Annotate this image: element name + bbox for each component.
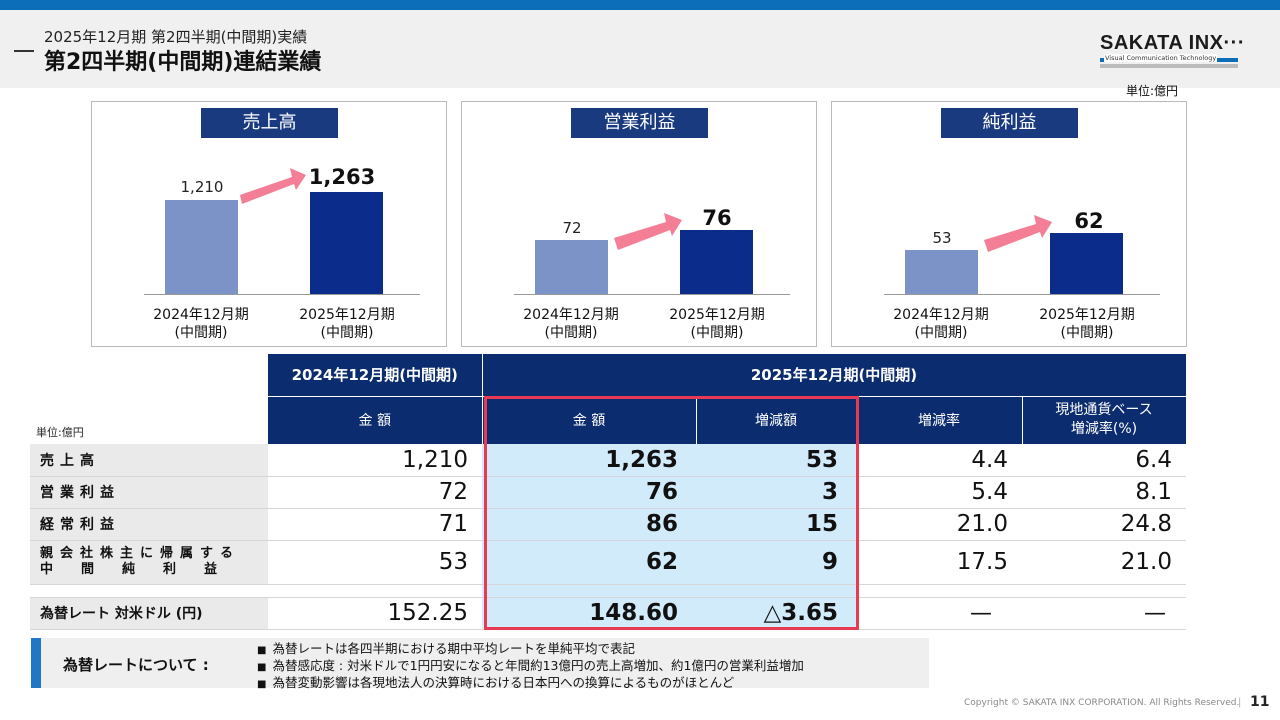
cell-change: △3.65 bbox=[696, 597, 856, 630]
company-logo: SAKATA INX··· Visual Communication Techn… bbox=[1100, 32, 1244, 68]
growth-arrow-icon bbox=[984, 215, 1052, 252]
top-accent-bar bbox=[0, 0, 1280, 10]
table-subheader-row: 単位:億円 金 額 金 額 増減額 増減率 現地通貨ベース 増減率(%) bbox=[30, 396, 1187, 444]
panel-net-profit: 純利益 53 62 2024年12月期 (中間期) 2025年12月期 (中間期) bbox=[831, 101, 1187, 347]
cell-curr: 148.60 bbox=[482, 597, 696, 630]
col-amount-curr: 金 額 bbox=[482, 396, 697, 444]
new-value-label: 1,263 bbox=[308, 165, 376, 189]
chart-baseline bbox=[884, 294, 1160, 295]
note-item: 為替レートは各四半期における期中平均レートを単純平均で表記 bbox=[257, 641, 804, 658]
row-label: 売上高 bbox=[30, 444, 268, 477]
table-row: 営業利益 72 76 3 5.4 8.1 bbox=[30, 476, 1186, 509]
note-item: 為替変動影響は各現地法人の決算時における日本円への換算によるものがほとんど bbox=[257, 675, 804, 692]
cell-local-rate: 8.1 bbox=[1022, 476, 1186, 509]
page-number: 11 bbox=[1250, 694, 1270, 710]
logo-tagline: Visual Communication Technology bbox=[1104, 54, 1218, 62]
note-list: 為替レートは各四半期における期中平均レートを単純平均で表記 為替感応度 : 対米… bbox=[257, 641, 804, 692]
period-curr-header: 2025年12月期(中間期) bbox=[482, 354, 1187, 397]
panel-title: 営業利益 bbox=[571, 108, 708, 138]
growth-arrow-icon bbox=[614, 213, 682, 250]
copyright: Copyright © SAKATA INX CORPORATION. All … bbox=[964, 698, 1240, 708]
cell-curr: 1,263 bbox=[482, 444, 696, 477]
new-value-label: 76 bbox=[702, 206, 732, 230]
table-row: 売上高 1,210 1,263 53 4.4 6.4 bbox=[30, 444, 1186, 477]
table-unit-label: 単位:億円 bbox=[36, 426, 84, 439]
table-header-row: 2024年12月期(中間期) 2025年12月期(中間期) bbox=[30, 354, 1187, 397]
x-label-2024: 2024年12月期 (中間期) bbox=[153, 307, 249, 341]
cell-curr: 86 bbox=[482, 508, 696, 541]
row-label: 親会社株主に帰属する 中間純利益 bbox=[30, 540, 268, 585]
cell-rate: 17.5 bbox=[856, 540, 1022, 585]
panel-sales: 売上高 1,210 1,263 2024年12月期 (中間期) 2025年12月期… bbox=[91, 101, 447, 347]
old-value-label: 72 bbox=[562, 219, 582, 237]
x-label-2025: 2025年12月期 (中間期) bbox=[299, 307, 395, 341]
table-row: 親会社株主に帰属する 中間純利益 53 62 9 17.5 21.0 bbox=[30, 540, 1186, 585]
header-band bbox=[0, 10, 1280, 88]
header-empty-cell bbox=[30, 354, 268, 396]
table-row: 経常利益 71 86 15 21.0 24.8 bbox=[30, 508, 1186, 541]
x-label-2025: 2025年12月期 (中間期) bbox=[669, 307, 765, 341]
panel-operating-profit: 営業利益 72 76 2024年12月期 (中間期) 2025年12月期 (中間期) bbox=[461, 101, 817, 347]
fx-rate-row: 為替レート 対米ドル (円) 152.25 148.60 △3.65 — — bbox=[30, 597, 1186, 630]
old-value-label: 1,210 bbox=[180, 178, 224, 196]
footer-separator: | bbox=[1238, 697, 1242, 708]
cell-change: 53 bbox=[696, 444, 856, 477]
cell-local-rate: — bbox=[1022, 597, 1186, 630]
cell-change: 3 bbox=[696, 476, 856, 509]
col-change: 増減額 bbox=[696, 396, 857, 444]
fx-note-box: 為替レートについて : 為替レートは各四半期における期中平均レートを単純平均で表… bbox=[41, 638, 929, 690]
bar-2025 bbox=[1050, 233, 1123, 294]
title-dash bbox=[14, 50, 34, 52]
cell-rate: — bbox=[856, 597, 1022, 630]
note-item: 為替感応度 : 対米ドルで1円円安になると年間約13億円の売上高増加、約1億円の… bbox=[257, 658, 803, 675]
bar-2025 bbox=[680, 230, 753, 294]
logo-text: SAKATA INX bbox=[1100, 32, 1224, 54]
cell-curr: 76 bbox=[482, 476, 696, 509]
cell-prev: 71 bbox=[268, 508, 482, 541]
logo-gray-line bbox=[1100, 64, 1238, 68]
row-label: 為替レート 対米ドル (円) bbox=[30, 597, 268, 630]
x-label-2025: 2025年12月期 (中間期) bbox=[1039, 307, 1135, 341]
chart-baseline bbox=[514, 294, 790, 295]
period-prev-header: 2024年12月期(中間期) bbox=[268, 354, 483, 397]
note-title: 為替レートについて : bbox=[63, 656, 209, 674]
bar-2024 bbox=[165, 200, 238, 294]
panel-title: 売上高 bbox=[201, 108, 338, 138]
results-table: 2024年12月期(中間期) 2025年12月期(中間期) 単位:億円 金 額 … bbox=[30, 354, 1187, 630]
bar-2024 bbox=[905, 250, 978, 294]
growth-arrow-icon bbox=[240, 168, 306, 204]
chart-baseline bbox=[144, 294, 420, 295]
row-label: 経常利益 bbox=[30, 508, 268, 541]
panel-title: 純利益 bbox=[941, 108, 1078, 138]
cell-rate: 5.4 bbox=[856, 476, 1022, 509]
cell-local-rate: 24.8 bbox=[1022, 508, 1186, 541]
old-value-label: 53 bbox=[932, 229, 952, 247]
logo-dots: ··· bbox=[1223, 32, 1245, 54]
cell-prev: 152.25 bbox=[268, 597, 482, 630]
cell-prev: 72 bbox=[268, 476, 482, 509]
col-rate: 増減率 bbox=[856, 396, 1023, 444]
bar-2025 bbox=[310, 192, 383, 294]
x-label-2024: 2024年12月期 (中間期) bbox=[523, 307, 619, 341]
cell-prev: 1,210 bbox=[268, 444, 482, 477]
cell-rate: 21.0 bbox=[856, 508, 1022, 541]
page-title: 第2四半期(中間期)連結業績 bbox=[44, 50, 322, 75]
new-value-label: 62 bbox=[1074, 209, 1104, 233]
cell-change: 15 bbox=[696, 508, 856, 541]
row-label: 営業利益 bbox=[30, 476, 268, 509]
cell-change: 9 bbox=[696, 540, 856, 585]
unit-label: 単位:億円 bbox=[1126, 84, 1179, 98]
x-label-2024: 2024年12月期 (中間期) bbox=[893, 307, 989, 341]
col-amount-prev: 金 額 bbox=[268, 396, 483, 444]
table-spacer-row bbox=[30, 584, 1186, 598]
cell-curr: 62 bbox=[482, 540, 696, 585]
col-local-rate: 現地通貨ベース 増減率(%) bbox=[1022, 396, 1187, 444]
note-accent-bar bbox=[31, 638, 41, 688]
bar-2024 bbox=[535, 240, 608, 294]
page-subtitle: 2025年12月期 第2四半期(中間期)実績 bbox=[44, 28, 308, 46]
cell-rate: 4.4 bbox=[856, 444, 1022, 477]
cell-local-rate: 6.4 bbox=[1022, 444, 1186, 477]
cell-local-rate: 21.0 bbox=[1022, 540, 1186, 585]
cell-prev: 53 bbox=[268, 540, 482, 585]
